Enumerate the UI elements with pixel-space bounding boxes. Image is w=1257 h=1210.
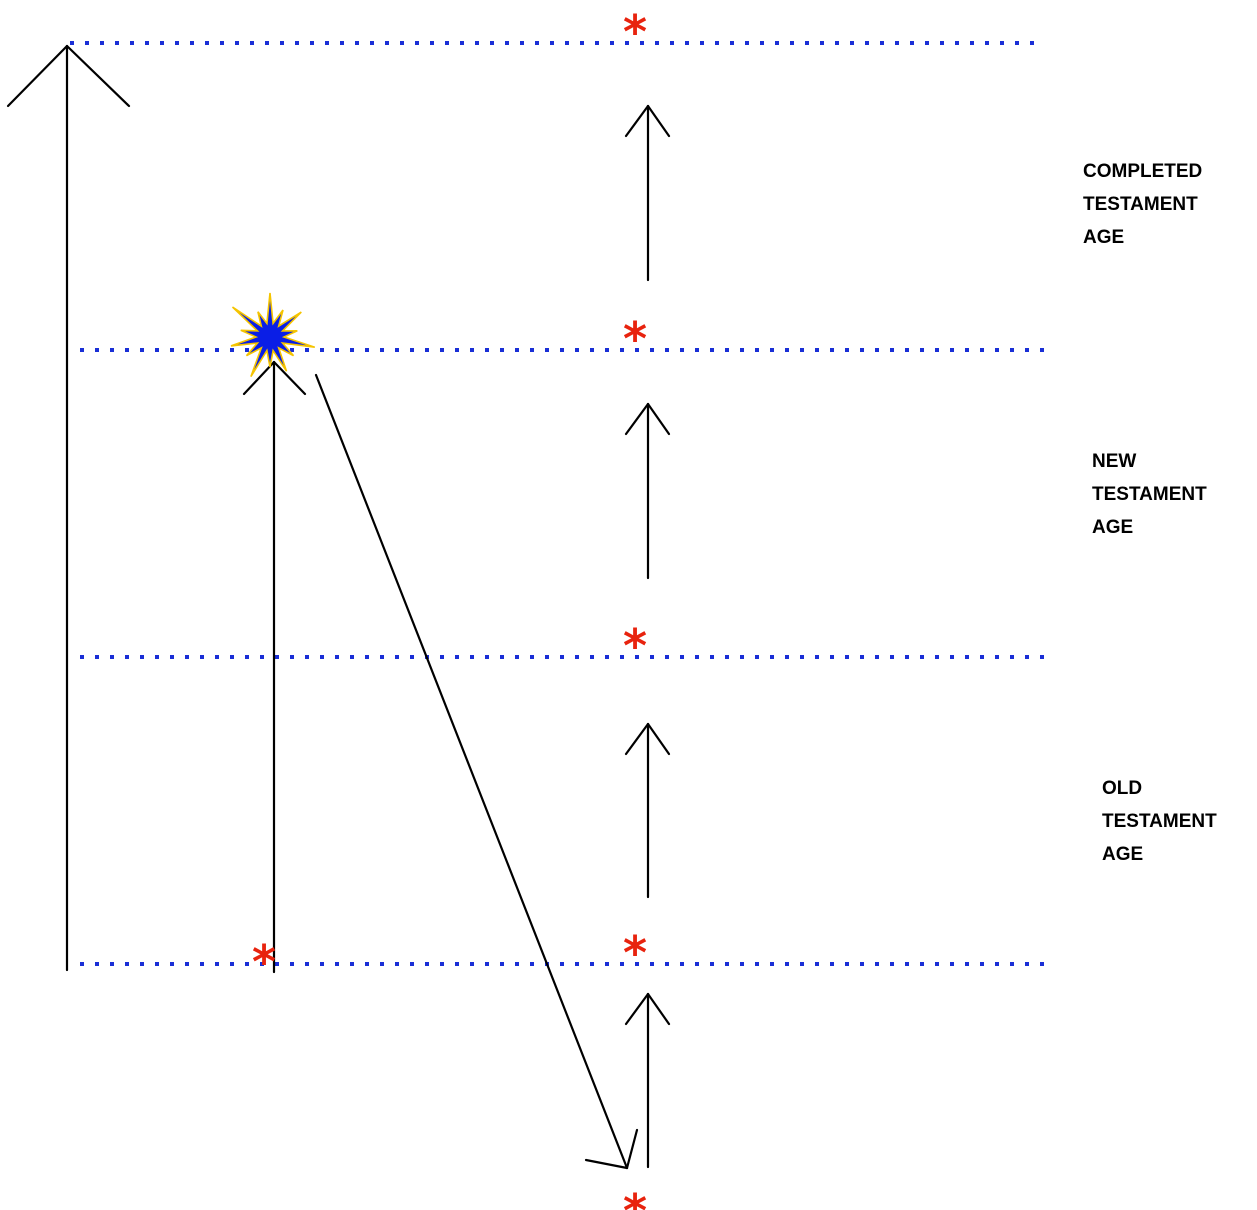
- inner-left-arrow: [242, 360, 307, 974]
- age-label-line: TESTAMENT: [1092, 484, 1207, 505]
- age-label-completed: COMPLETED TESTAMENT AGE: [1083, 155, 1202, 254]
- age-label-line: AGE: [1083, 227, 1125, 248]
- age-label-line: NEW: [1092, 451, 1137, 472]
- age-label-line: COMPLETED: [1083, 161, 1203, 182]
- age-label-line: TESTAMENT: [1083, 194, 1198, 215]
- long-left-arrow: [6, 44, 131, 972]
- center-arrow-1: [624, 104, 671, 282]
- center-arrow-2: [624, 402, 671, 580]
- age-label-old: OLD TESTAMENT AGE: [1102, 772, 1217, 871]
- age-label-new: NEW TESTAMENT AGE: [1092, 445, 1207, 544]
- asterisk-icon: *: [623, 926, 647, 980]
- asterisk-icon: *: [623, 5, 647, 59]
- asterisk-icon: *: [623, 619, 647, 673]
- asterisk-icon: *: [623, 1184, 647, 1210]
- age-label-line: OLD: [1102, 778, 1143, 799]
- age-label-line: AGE: [1092, 517, 1134, 538]
- center-arrow-3: [624, 722, 671, 899]
- age-label-line: AGE: [1102, 844, 1144, 865]
- age-label-line: TESTAMENT: [1102, 811, 1217, 832]
- center-arrow-4: [624, 992, 671, 1169]
- asterisk-icon: *: [252, 935, 276, 989]
- diagonal-arrow: [314, 373, 639, 1170]
- starburst-icon: [230, 292, 316, 378]
- asterisk-icon: *: [623, 312, 647, 366]
